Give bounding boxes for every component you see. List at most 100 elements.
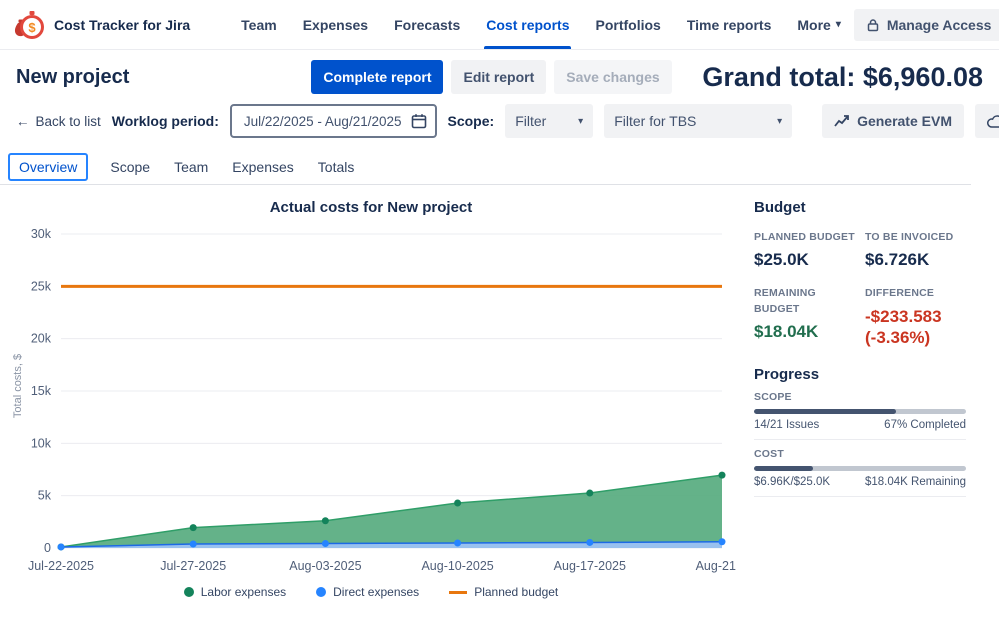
legend-label-planned-budget: Planned budget (474, 585, 559, 599)
legend-label-direct-expenses: Direct expenses (333, 585, 420, 599)
difference-label: DIFFERENCE (865, 287, 935, 300)
svg-text:25k: 25k (31, 279, 52, 293)
cost-progress-bar (754, 466, 966, 472)
top-navigation-bar: $ Cost Tracker for Jira Team Expenses Fo… (0, 0, 999, 50)
planned-budget-marker-icon (449, 590, 468, 594)
scope-progress-stats: 14/21 Issues 67% Completed (754, 419, 966, 441)
chart-title: Actual costs for New project (269, 199, 473, 216)
svg-text:$: $ (28, 20, 36, 35)
chevron-down-icon: ▾ (578, 115, 584, 127)
svg-text:30k: 30k (31, 227, 52, 241)
nav-item-team[interactable]: Team (241, 16, 277, 33)
save-changes-button: Save changes (554, 60, 672, 94)
svg-text:Aug-17-2025: Aug-17-2025 (554, 559, 626, 573)
svg-text:Jul-27-2025: Jul-27-2025 (160, 559, 226, 573)
svg-text:20k: 20k (31, 332, 52, 346)
line-chart-icon (834, 115, 849, 127)
scope-completed-percent: 67% Completed (884, 419, 966, 432)
budget-sidebar: Budget PLANNED BUDGET $25.0K TO BE INVOI… (754, 193, 966, 599)
main-nav: Team Expenses Forecasts Cost reports Por… (228, 0, 854, 49)
manage-access-label: Manage Access (886, 16, 992, 33)
calendar-icon (411, 114, 426, 129)
generate-evm-button[interactable]: Generate EVM (822, 104, 964, 138)
export-button[interactable] (975, 104, 999, 138)
nav-item-expenses[interactable]: Expenses (302, 16, 369, 33)
topbar-actions: Manage Access ⋮ (853, 0, 999, 49)
remaining-budget-label: REMAINING BUDGET (754, 287, 816, 315)
cost-progress-stats: $6.96K/$25.0K $18.04K Remaining (754, 476, 966, 498)
cost-spent-value: $6.96K/$25.0K (754, 476, 831, 489)
to-be-invoiced-value: $6.726K (865, 250, 930, 270)
lock-icon (867, 18, 879, 31)
difference-value: -$233.583 (-3.36%) (865, 306, 942, 347)
nav-item-forecasts[interactable]: Forecasts (394, 16, 461, 33)
cost-chart: 0 5k 10k 15k 20k 25k 30k Jul-22-2025 Jul-27-2025… (28, 227, 748, 573)
edit-report-button[interactable]: Edit report (451, 60, 547, 94)
chart-area: Total costs, $ 0 5k 10k 15k 20k 25k 30k Jul-22-… (6, 218, 748, 583)
svg-text:Aug-03-2025: Aug-03-2025 (289, 559, 361, 573)
cloud-download-icon (986, 114, 999, 128)
budget-stats: PLANNED BUDGET $25.0K TO BE INVOICED $6.… (754, 224, 966, 358)
tab-team[interactable]: Team (174, 159, 209, 175)
chart-legend: Labor expenses Direct expenses Planned b… (6, 585, 736, 599)
app-logo: $ Cost Tracker for Jira (12, 0, 190, 49)
worklog-period-label: Worklog period: (111, 113, 219, 129)
nav-item-portfolios[interactable]: Portfolios (595, 16, 661, 33)
tbs-filter-value: Filter for TBS (614, 113, 697, 129)
stopwatch-money-icon: $ (14, 10, 44, 39)
chevron-down-icon: ▾ (835, 19, 841, 30)
scope-progress-fill (754, 409, 897, 415)
cost-progress-fill (754, 466, 814, 472)
scope-issues-count: 14/21 Issues (754, 419, 820, 432)
generate-evm-label: Generate EVM (857, 113, 952, 129)
difference-stat: DIFFERENCE -$233.583 (-3.36%) (865, 280, 966, 358)
svg-text:Aug-21…: Aug-21… (696, 559, 736, 573)
tab-overview[interactable]: Overview (8, 153, 89, 181)
overview-content: Actual costs for New project Total costs… (0, 185, 999, 599)
back-to-list-link[interactable]: ← Back to list (16, 114, 101, 129)
complete-report-button[interactable]: Complete report (311, 60, 444, 94)
svg-text:15k: 15k (31, 384, 52, 398)
remaining-budget-value: $18.04K (754, 321, 819, 341)
report-tabs: Overview Scope Team Expenses Totals (0, 148, 971, 185)
scope-progress-bar (754, 409, 966, 415)
to-be-invoiced-stat: TO BE INVOICED $6.726K (865, 224, 966, 280)
report-toolbar: ← Back to list Worklog period: Jul/22/20… (0, 100, 999, 148)
legend-item-labor-expenses[interactable]: Labor expenses (183, 585, 287, 599)
cost-progress-label: COST (754, 448, 784, 461)
svg-text:5k: 5k (38, 489, 52, 503)
page-title: New project (16, 65, 130, 88)
svg-text:0: 0 (44, 541, 51, 555)
nav-item-more[interactable]: More ▾ (784, 0, 853, 49)
scope-progress-label: SCOPE (754, 391, 792, 404)
tab-totals[interactable]: Totals (317, 159, 355, 175)
nav-item-time-reports[interactable]: Time reports (686, 16, 772, 33)
legend-label-labor-expenses: Labor expenses (200, 585, 287, 599)
nav-item-cost-reports[interactable]: Cost reports (473, 0, 582, 49)
scope-filter-value: Filter (515, 113, 547, 129)
scope-filter-select[interactable]: Filter ▾ (505, 104, 594, 138)
app-title: Cost Tracker for Jira (54, 16, 191, 33)
progress-heading: Progress (754, 366, 820, 384)
remaining-budget-stat: REMAINING BUDGET $18.04K (754, 280, 855, 358)
tab-expenses[interactable]: Expenses (232, 159, 294, 175)
legend-item-direct-expenses[interactable]: Direct expenses (316, 585, 419, 599)
to-be-invoiced-label: TO BE INVOICED (865, 231, 954, 243)
nav-more-label: More (797, 16, 831, 33)
svg-text:Jul-22-2025: Jul-22-2025 (28, 559, 94, 573)
back-arrow-icon: ← (16, 113, 30, 129)
report-actions: Complete report Edit report Save changes (311, 60, 672, 94)
planned-budget-value: $25.0K (754, 250, 809, 270)
back-to-list-label: Back to list (35, 113, 101, 129)
project-header-row: New project Complete report Edit report … (0, 50, 999, 100)
worklog-period-value: Jul/22/2025 - Aug/21/2025 (243, 113, 402, 129)
manage-access-button[interactable]: Manage Access (853, 8, 999, 41)
labor-expenses-marker-icon (183, 587, 194, 597)
y-axis-label: Total costs, $ (12, 353, 24, 418)
worklog-period-input[interactable]: Jul/22/2025 - Aug/21/2025 (229, 104, 437, 138)
legend-item-planned-budget[interactable]: Planned budget (449, 585, 558, 599)
tab-scope[interactable]: Scope (110, 159, 151, 175)
tbs-filter-select[interactable]: Filter for TBS ▾ (604, 104, 793, 138)
svg-text:10k: 10k (31, 436, 52, 450)
planned-budget-label: PLANNED BUDGET (754, 231, 855, 243)
